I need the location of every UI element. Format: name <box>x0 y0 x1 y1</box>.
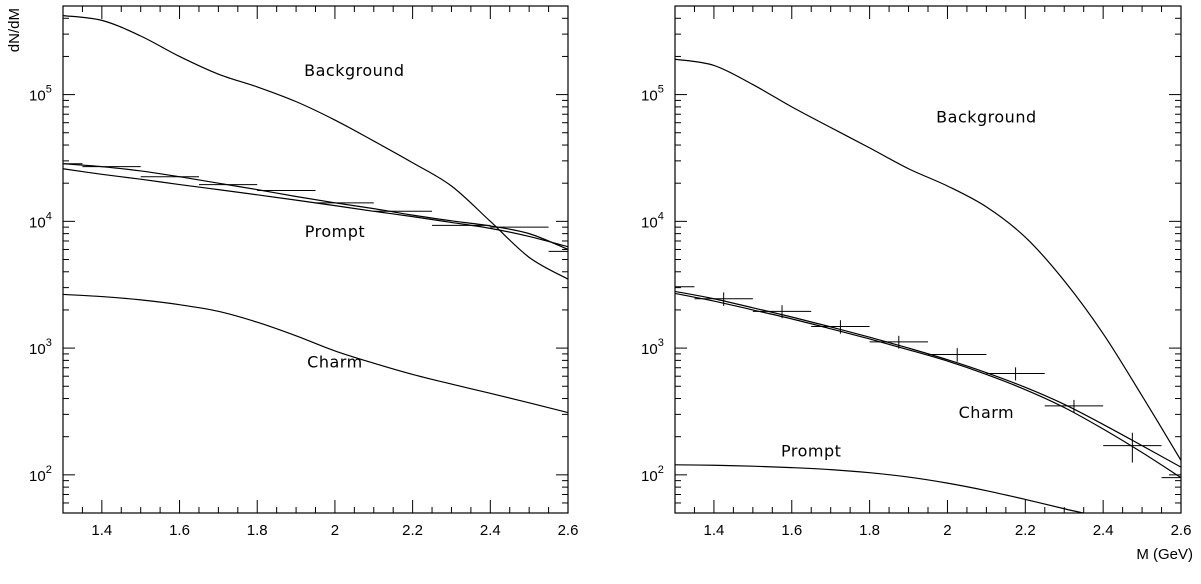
left-panel: 1.4 1.6 1.8 2 2.2 2.4 2.6 102 103 104 105 dN/dM Back… <box>6 5 579 539</box>
chart-1-x-tick-label: 1.4 <box>703 522 724 539</box>
chart-1-x-tick-label: 2.2 <box>1015 522 1036 539</box>
chart-0-x-tick-label: 2.4 <box>480 522 501 539</box>
chart-0-x-tick-label: 2 <box>331 522 339 539</box>
chart-1-series-3-line <box>675 464 1084 513</box>
chart-1-frame <box>674 5 1182 514</box>
chart-0-y-axis-title: dN/dM <box>6 8 23 52</box>
chart-1-x-tick-label: 2.6 <box>1171 522 1192 539</box>
chart-1-annotation: Background <box>936 108 1036 127</box>
chart-0-plot-area <box>63 15 568 414</box>
chart-0-frame <box>62 5 569 514</box>
chart-1-x-tick-label: 1.8 <box>859 522 880 539</box>
chart-1-annotation: Prompt <box>781 441 841 460</box>
chart-1-x-tick-label: 1.6 <box>781 522 802 539</box>
chart-1-plot-area <box>675 58 1181 513</box>
chart-0-x-tick-label: 2.6 <box>558 522 579 539</box>
chart-1-x-tick-label: 2.4 <box>1093 522 1114 539</box>
chart-0-annotation: Charm <box>307 353 363 372</box>
chart-0-series-3-line <box>63 293 568 414</box>
chart-0-y-tick-label: 102 <box>29 464 52 485</box>
chart-0-x-tick-label: 2.2 <box>402 522 423 539</box>
chart-1-series-0-line <box>675 58 1181 461</box>
chart-0-annotation: Background <box>304 61 404 80</box>
chart-0-x-tick-label: 1.8 <box>247 522 268 539</box>
chart-0-x-tick-label: 1.6 <box>169 522 190 539</box>
chart-1-y-tick-label: 104 <box>641 210 664 231</box>
chart-1-x-axis-title: M (GeV) <box>1136 546 1193 563</box>
chart-0-y-tick-label: 104 <box>29 210 52 231</box>
chart-1-y-tick-label: 105 <box>641 84 664 105</box>
right-panel: 1.4 1.6 1.8 2 2.2 2.4 2.6 102 103 104 105 M (GeV) Ba… <box>641 5 1193 563</box>
chart-0-y-tick-label: 103 <box>29 337 52 358</box>
chart-1-series-2-line <box>675 290 1181 468</box>
chart-1-annotation: Charm <box>959 403 1015 422</box>
chart-1-series-1-line <box>675 292 1181 479</box>
chart-1-y-tick-label: 102 <box>641 464 664 485</box>
chart-0-y-tick-label: 105 <box>29 84 52 105</box>
chart-0-x-tick-label: 1.4 <box>91 522 112 539</box>
chart-0-series-0-line <box>63 15 568 280</box>
chart-1-x-tick-label: 2 <box>943 522 951 539</box>
chart-1-y-tick-label: 103 <box>641 337 664 358</box>
chart-0-annotation: Prompt <box>305 222 365 241</box>
